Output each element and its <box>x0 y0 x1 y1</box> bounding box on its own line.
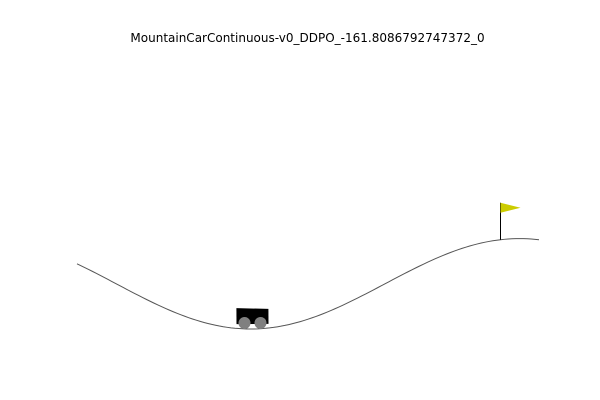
car-front-wheel <box>254 316 267 329</box>
mountain-track <box>76 238 540 330</box>
car-back-wheel <box>238 317 251 330</box>
goal-flag <box>500 202 521 213</box>
car <box>236 308 269 330</box>
episode-title: MountainCarContinuous-v0_DDPO_-161.80867… <box>130 31 485 45</box>
